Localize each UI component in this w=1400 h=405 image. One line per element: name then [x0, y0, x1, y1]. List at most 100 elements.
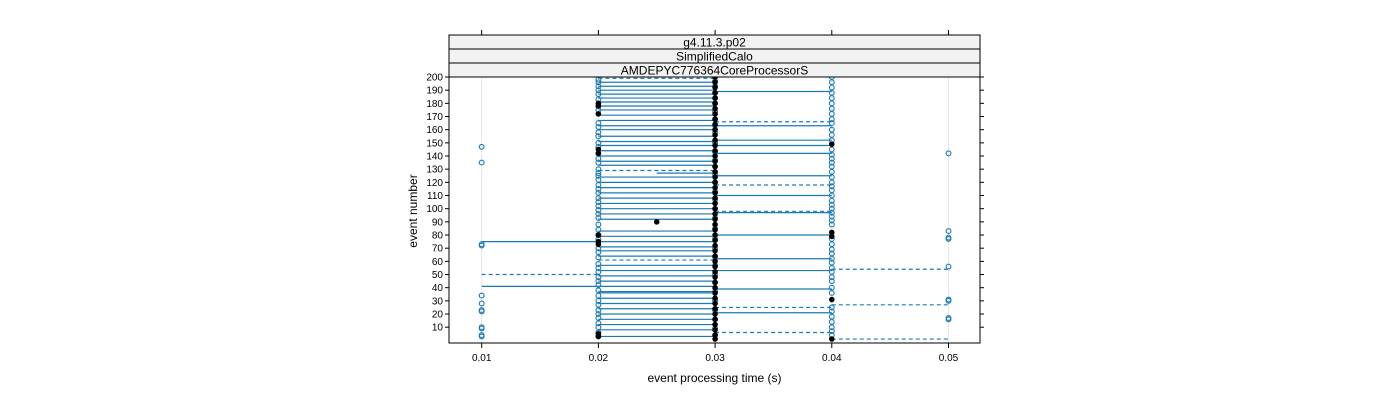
data-point-filled: [828, 296, 835, 303]
y-tick-label: 20: [432, 310, 444, 321]
x-tick-label: 0.03: [705, 353, 725, 364]
data-point-open: [828, 151, 835, 158]
y-tick-label: 100: [426, 204, 443, 215]
x-axis: 0.01 0.02 0.03 0.04 0.05: [472, 30, 959, 364]
y-tick-label: 110: [427, 191, 443, 202]
data-point-filled: [712, 126, 718, 133]
data-point-open: [595, 261, 602, 267]
data-point-filled: [712, 137, 718, 144]
data-point-filled: [828, 336, 835, 342]
data-point-filled: [595, 333, 602, 340]
data-point-open: [828, 217, 835, 224]
point-layer: [478, 74, 952, 342]
data-point-open: [595, 172, 602, 179]
data-point-open: [595, 185, 602, 192]
data-point-filled: [712, 142, 718, 149]
data-point-open: [478, 300, 485, 307]
data-point-open: [828, 155, 835, 162]
data-point-open: [595, 214, 602, 221]
y-tick-label: 40: [432, 283, 444, 294]
y-tick-label: 50: [432, 270, 444, 281]
data-point-open: [828, 213, 835, 220]
y-tick-label: 90: [432, 217, 444, 228]
y-tick-label: 160: [426, 125, 443, 136]
data-point-open: [828, 324, 835, 331]
data-point-open: [828, 264, 835, 271]
data-point-filled: [712, 295, 718, 302]
data-point-open: [595, 307, 602, 314]
data-point-open: [945, 236, 952, 242]
data-point-filled: [653, 219, 660, 225]
x-tick-label: 0.04: [822, 353, 842, 364]
y-tick-label: 150: [426, 138, 443, 149]
data-point-open: [828, 205, 835, 212]
data-point-filled: [712, 269, 718, 275]
data-point-filled: [712, 211, 718, 217]
data-point-open: [828, 255, 835, 262]
data-point-filled: [595, 150, 602, 157]
data-point-open: [828, 328, 835, 335]
data-point-open: [595, 139, 602, 146]
data-point-filled: [712, 336, 718, 342]
data-point-open: [595, 83, 602, 90]
data-point-open: [595, 182, 602, 188]
data-point-open: [478, 242, 485, 249]
data-point-filled: [595, 232, 602, 238]
data-point-open: [828, 278, 835, 285]
x-tick-label: 0.02: [589, 353, 609, 364]
data-point-filled: [712, 290, 718, 296]
data-point-open: [595, 278, 602, 285]
data-point-filled: [712, 327, 718, 333]
data-point-open: [595, 159, 602, 166]
data-point-filled: [712, 163, 718, 170]
data-point-filled: [712, 274, 718, 280]
data-point-filled: [712, 132, 718, 138]
data-point-filled: [712, 205, 718, 212]
data-point-filled: [712, 153, 718, 159]
y-tick-label: 130: [426, 165, 443, 176]
data-point-open: [595, 320, 602, 327]
data-point-open: [595, 199, 602, 206]
y-tick-label: 190: [426, 86, 443, 97]
data-point-open: [595, 311, 602, 317]
data-point-filled: [712, 300, 718, 307]
data-point-open: [478, 143, 485, 150]
data-point-open: [828, 183, 835, 190]
strip-2-label: SimplifiedCalo: [676, 50, 753, 64]
data-point-open: [828, 209, 835, 216]
y-tick-label: 120: [426, 178, 443, 189]
data-point-open: [478, 159, 485, 166]
data-point-filled: [712, 316, 718, 323]
data-point-filled: [712, 242, 718, 249]
data-point-filled: [712, 200, 718, 207]
data-point-filled: [595, 111, 602, 117]
segment-layer: [481, 77, 949, 340]
data-point-filled: [712, 147, 718, 154]
data-point-filled: [712, 184, 718, 191]
data-point-filled: [712, 311, 718, 317]
data-point-open: [595, 87, 602, 94]
data-point-open: [595, 170, 602, 177]
data-point-open: [478, 325, 485, 332]
data-point-filled: [828, 233, 835, 240]
data-point-filled: [712, 90, 718, 96]
data-point-filled: [828, 141, 835, 147]
data-point-open: [828, 201, 835, 208]
data-point-filled: [712, 284, 718, 291]
data-point-filled: [712, 179, 718, 186]
data-point-filled: [712, 190, 718, 196]
data-point-filled: [712, 105, 718, 112]
data-point-filled: [712, 95, 718, 101]
data-point-open: [595, 264, 602, 271]
data-point-filled: [712, 100, 718, 107]
data-point-open: [828, 221, 835, 228]
y-tick-label: 170: [426, 112, 443, 123]
data-point-open: [595, 254, 602, 261]
data-point-filled: [712, 279, 718, 286]
data-point-filled: [712, 237, 718, 244]
data-point-open: [945, 150, 952, 157]
data-point-open: [828, 304, 835, 311]
data-point-open: [945, 263, 952, 270]
data-point-filled: [712, 79, 718, 86]
